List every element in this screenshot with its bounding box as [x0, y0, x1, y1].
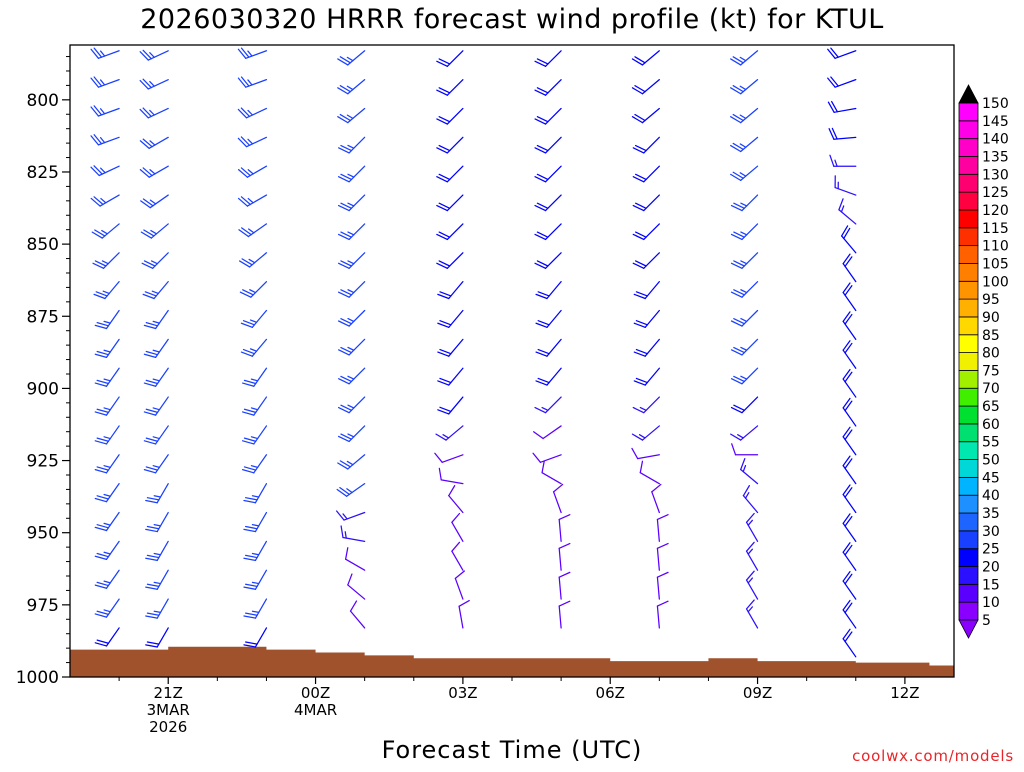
- colorbar-segment: [959, 442, 978, 460]
- colorbar-segment: [959, 495, 978, 513]
- colorbar-segment: [959, 192, 978, 210]
- colorbar-segment: [959, 584, 978, 602]
- x-tick-label: 3MAR: [147, 701, 190, 719]
- y-tick-label: 825: [27, 163, 59, 183]
- x-tick-label: 03Z: [448, 684, 477, 702]
- colorbar-segment: [959, 424, 978, 442]
- colorbar-segment: [959, 281, 978, 299]
- colorbar-segment: [959, 602, 978, 620]
- colorbar-label: 145: [982, 114, 1009, 130]
- x-tick-label: 00Z: [301, 684, 330, 702]
- colorbar-label: 120: [982, 203, 1009, 219]
- colorbar-label: 10: [982, 595, 1000, 611]
- x-tick-label: 4MAR: [294, 701, 337, 719]
- colorbar-segment: [959, 549, 978, 567]
- y-tick-label: 875: [27, 307, 59, 327]
- colorbar-label: 30: [982, 524, 1000, 540]
- colorbar-segment: [959, 370, 978, 388]
- colorbar-segment: [959, 121, 978, 139]
- colorbar-segment: [959, 477, 978, 495]
- colorbar-segment: [959, 317, 978, 335]
- x-tick-label: 12Z: [890, 684, 919, 702]
- x-tick-label: 09Z: [743, 684, 772, 702]
- colorbar-label: 20: [982, 560, 1000, 576]
- x-tick-label: 06Z: [596, 684, 625, 702]
- colorbar-segment: [959, 406, 978, 424]
- colorbar-segment: [959, 335, 978, 353]
- colorbar-segment: [959, 174, 978, 192]
- colorbar-segment: [959, 246, 978, 264]
- colorbar-segment: [959, 388, 978, 406]
- colorbar-segment: [959, 103, 978, 121]
- y-tick-label: 925: [27, 452, 59, 472]
- colorbar-segment: [959, 460, 978, 478]
- y-tick-label: 1000: [16, 668, 59, 688]
- colorbar-label: 110: [982, 239, 1009, 255]
- colorbar-label: 85: [982, 328, 1000, 344]
- colorbar-label: 15: [982, 577, 1000, 593]
- colorbar-label: 140: [982, 132, 1009, 148]
- colorbar-segment: [959, 210, 978, 228]
- colorbar-segment: [959, 513, 978, 531]
- colorbar-label: 50: [982, 453, 1000, 469]
- colorbar-label: 105: [982, 256, 1009, 272]
- x-tick-label: 21Z: [154, 684, 183, 702]
- chart-title: 2026030320 HRRR forecast wind profile (k…: [140, 4, 884, 35]
- colorbar-segment: [959, 531, 978, 549]
- y-tick-label: 975: [27, 596, 59, 616]
- colorbar-segment: [959, 228, 978, 246]
- colorbar-label: 100: [982, 274, 1009, 290]
- colorbar-segment: [959, 353, 978, 371]
- colorbar-label: 125: [982, 185, 1009, 201]
- colorbar-label: 60: [982, 417, 1000, 433]
- credit-text: coolwx.com/models: [852, 747, 1014, 765]
- y-tick-label: 850: [27, 235, 59, 255]
- colorbar-label: 75: [982, 363, 1000, 379]
- colorbar-label: 135: [982, 149, 1009, 165]
- colorbar-label: 25: [982, 542, 1000, 558]
- colorbar-label: 115: [982, 221, 1009, 237]
- colorbar-segment: [959, 567, 978, 585]
- colorbar-segment: [959, 156, 978, 174]
- colorbar-label: 65: [982, 399, 1000, 415]
- colorbar-label: 80: [982, 346, 1000, 362]
- colorbar-label: 35: [982, 506, 1000, 522]
- colorbar-label: 5: [982, 613, 991, 629]
- colorbar-segment: [959, 263, 978, 281]
- y-tick-label: 800: [27, 91, 59, 111]
- colorbar-label: 130: [982, 167, 1009, 183]
- colorbar-segment: [959, 139, 978, 157]
- colorbar-label: 95: [982, 292, 1000, 308]
- colorbar-label: 90: [982, 310, 1000, 326]
- colorbar-label: 45: [982, 470, 1000, 486]
- colorbar-segment: [959, 299, 978, 317]
- y-tick-label: 950: [27, 524, 59, 544]
- x-axis-title: Forecast Time (UTC): [382, 736, 643, 764]
- x-tick-label: 2026: [149, 718, 187, 736]
- colorbar-label: 40: [982, 488, 1000, 504]
- y-tick-label: 900: [27, 379, 59, 399]
- colorbar-label: 55: [982, 435, 1000, 451]
- colorbar-label: 70: [982, 381, 1000, 397]
- colorbar-label: 150: [982, 96, 1009, 112]
